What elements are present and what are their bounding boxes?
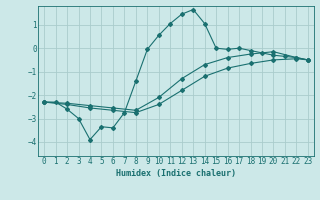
X-axis label: Humidex (Indice chaleur): Humidex (Indice chaleur) — [116, 169, 236, 178]
